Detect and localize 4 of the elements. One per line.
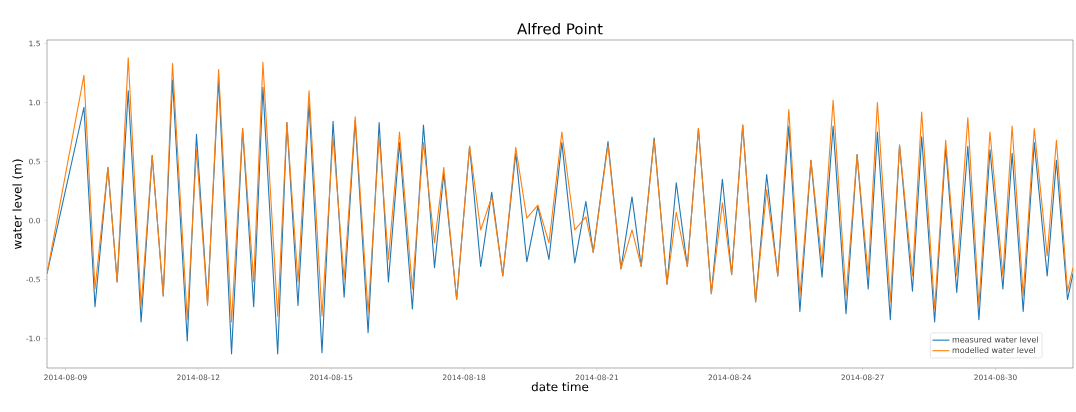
x-axis-title: date time [531, 382, 589, 392]
y-axis-title: water level (m) [12, 159, 24, 250]
chart-title: Alfred Point [517, 22, 603, 35]
line-series [47, 57, 1074, 323]
